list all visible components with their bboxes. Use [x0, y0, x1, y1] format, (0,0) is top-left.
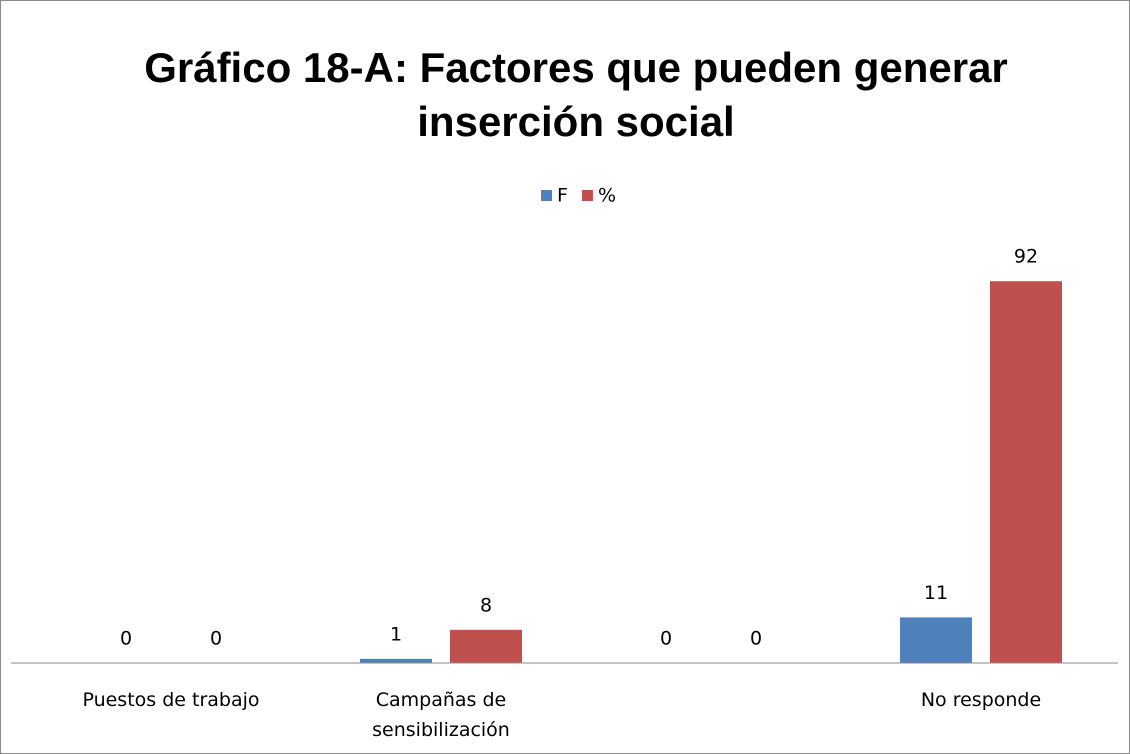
legend-swatch: [541, 190, 552, 201]
x-tick-label: Campañas de sensibilización: [372, 689, 510, 741]
data-label: 0: [120, 628, 132, 650]
bar: [450, 629, 522, 663]
data-label: 8: [480, 594, 492, 616]
legend-label: F: [557, 185, 568, 207]
data-label: 1: [390, 623, 402, 645]
bar: [900, 617, 972, 663]
x-tick-label: No responde: [920, 689, 1042, 711]
x-tick-label: Puestos de trabajo: [82, 689, 260, 711]
chart-title: Gráfico 18-A: Factores que pueden genera…: [144, 44, 1008, 145]
bar: [990, 281, 1062, 663]
data-label: 0: [660, 628, 672, 650]
data-label: 92: [1014, 246, 1038, 268]
legend-label: %: [598, 185, 616, 207]
data-label: 11: [924, 582, 948, 604]
bar: [360, 658, 432, 663]
legend-swatch: [581, 190, 593, 201]
data-label: 0: [750, 628, 762, 650]
data-label: 0: [210, 628, 222, 650]
